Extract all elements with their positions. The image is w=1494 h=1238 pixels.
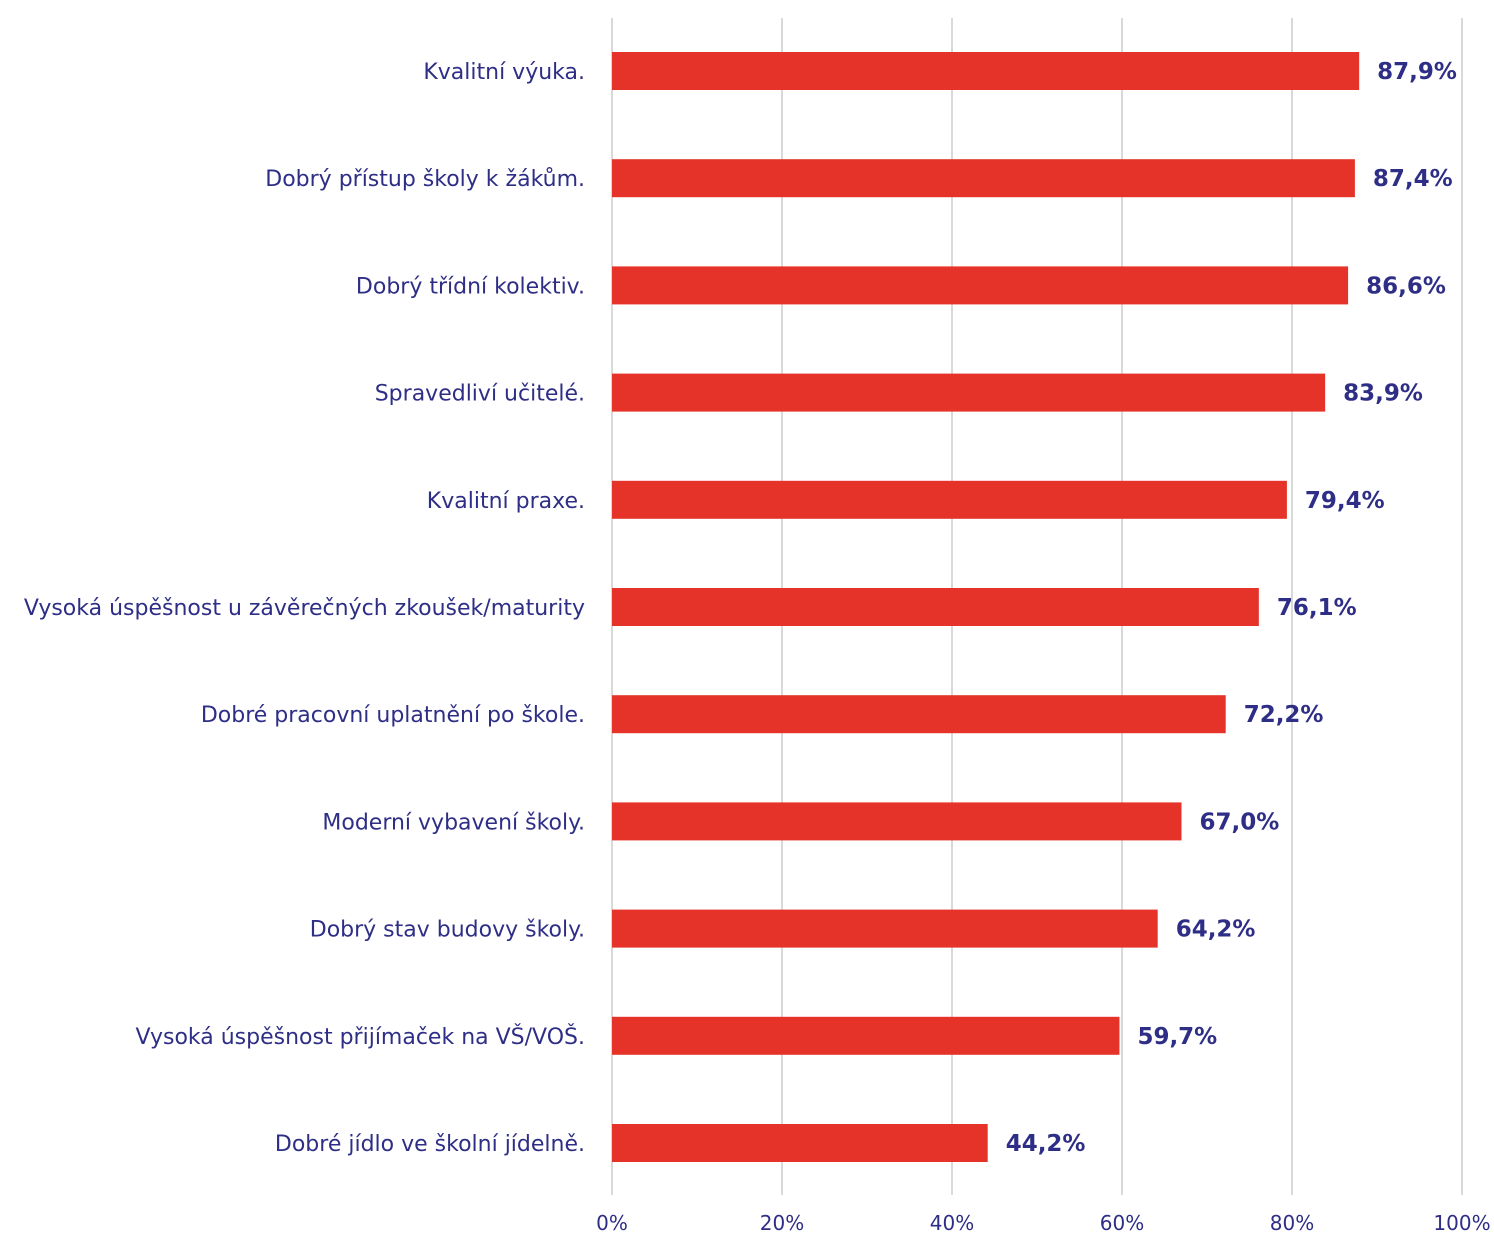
x-tick-label: 40% [930, 1211, 974, 1235]
bar [612, 480, 1287, 519]
x-tick-label: 0% [596, 1211, 628, 1235]
bar [612, 695, 1226, 734]
category-label: Dobrý stav budovy školy. [310, 918, 585, 943]
category-label: Dobré jídlo ve školní jídelně. [275, 1132, 585, 1157]
category-label: Vysoká úspěšnost u závěrečných zkoušek/m… [24, 596, 585, 621]
data-label: 87,9% [1377, 59, 1457, 85]
bar [612, 52, 1360, 90]
bar [612, 588, 1259, 626]
data-label: 79,4% [1305, 488, 1385, 514]
x-axis-tick-labels: 0% 20% 40% 60% 80% 100% [596, 1211, 1490, 1235]
data-label: 76,1% [1277, 595, 1357, 621]
category-label: Kvalitní praxe. [427, 489, 585, 514]
category-labels: Kvalitní výuka. Dobrý přístup školy k žák… [24, 60, 585, 1157]
category-label: Kvalitní výuka. [423, 60, 585, 85]
data-label: 67,0% [1200, 809, 1280, 835]
bar [612, 1124, 988, 1162]
category-label: Dobrý přístup školy k žákům. [265, 167, 585, 192]
x-tick-label: 60% [1100, 1211, 1144, 1235]
value-labels: 87,9% 87,4% 86,6% 83,9% 79,4% 76,1% 72,2% 67,0%… [1006, 59, 1457, 1157]
x-tick-label: 20% [760, 1211, 804, 1235]
data-label: 44,2% [1006, 1131, 1086, 1157]
category-label: Dobrý třídní kolektiv. [356, 274, 585, 299]
data-label: 64,2% [1176, 917, 1256, 943]
data-label: 86,6% [1366, 273, 1446, 299]
data-label: 87,4% [1373, 166, 1453, 192]
bar [612, 266, 1349, 305]
bar [612, 802, 1182, 841]
bars [612, 52, 1360, 1162]
data-label: 83,9% [1343, 381, 1423, 407]
bar [612, 1016, 1120, 1055]
data-label: 72,2% [1244, 702, 1324, 728]
data-label: 59,7% [1137, 1024, 1217, 1050]
category-label: Moderní vybavení školy. [322, 810, 585, 835]
x-tick-label: 80% [1270, 1211, 1314, 1235]
category-label: Vysoká úspěšnost přijímaček na VŠ/VOŠ. [136, 1024, 586, 1050]
bar [612, 159, 1355, 198]
x-tick-label: 100% [1433, 1211, 1490, 1235]
bar [612, 373, 1326, 412]
bar [612, 909, 1158, 948]
category-label: Spravedliví učitelé. [375, 382, 585, 407]
category-label: Dobré pracovní uplatnění po škole. [201, 703, 585, 728]
